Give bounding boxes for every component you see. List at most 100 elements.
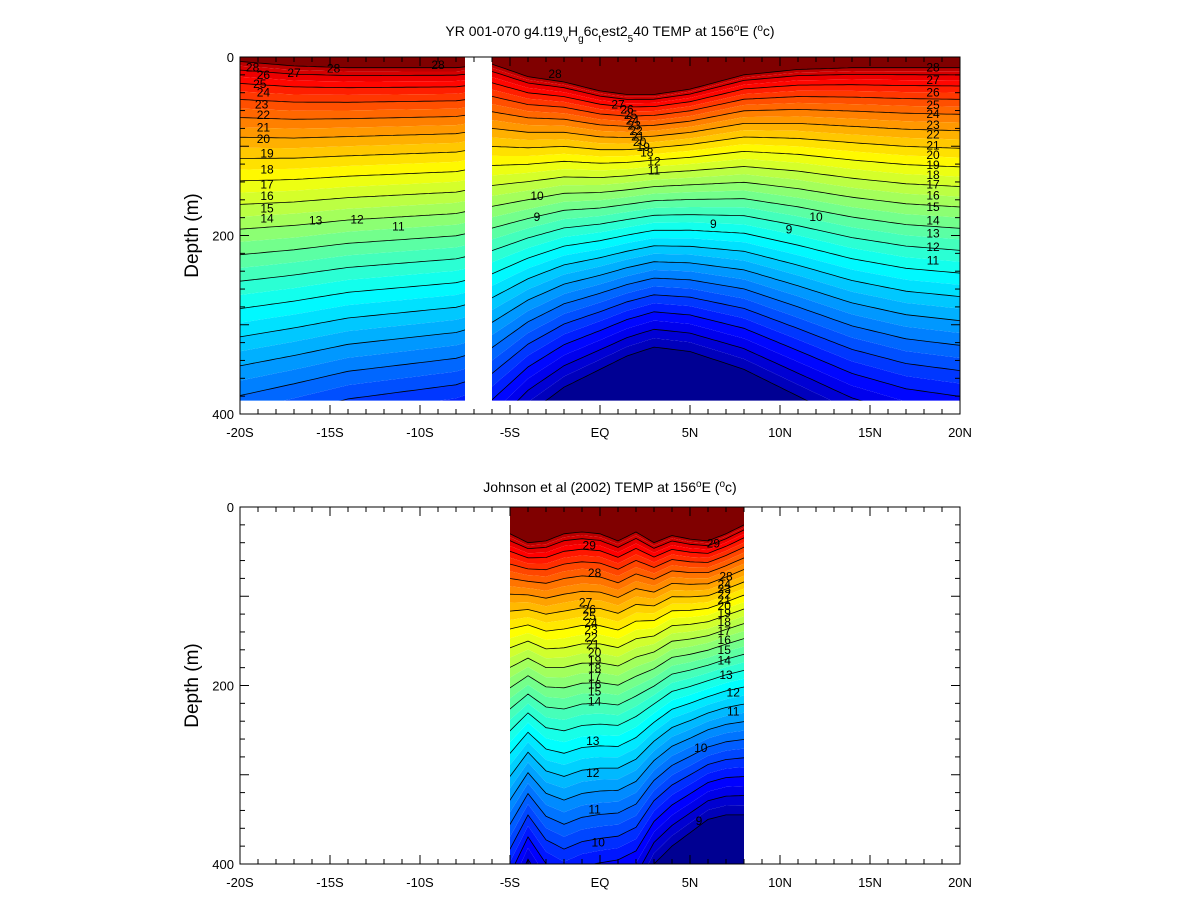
x-tick-label: 5N [682, 875, 699, 890]
isotherm-19 [510, 638, 744, 689]
x-tick-label: -20S [226, 875, 254, 890]
contour-label: 13 [719, 668, 733, 682]
contour-label: 20 [633, 135, 647, 149]
contour-label: 13 [926, 227, 940, 241]
contour-label: 17 [718, 624, 732, 638]
contour-label: 11 [648, 163, 661, 177]
contour-label: 21 [257, 121, 271, 135]
x-tick-label: -20S [226, 425, 254, 440]
contour-label: 18 [588, 662, 602, 676]
isotherm-15 [240, 245, 960, 338]
contour-label: 16 [588, 678, 602, 692]
temp-band [510, 623, 744, 678]
temp-band [240, 89, 960, 117]
temp-band [510, 695, 744, 777]
contour-label: 28 [431, 58, 445, 72]
contour-label: 23 [584, 623, 598, 637]
temp-band [510, 748, 744, 850]
contour-label: 12 [727, 686, 741, 700]
contour-label: 18 [718, 615, 732, 629]
temp-band [510, 609, 744, 659]
temp-band [240, 144, 960, 181]
contour-label: 26 [583, 603, 597, 617]
contour-label: 16 [260, 189, 274, 203]
isotherm-12 [510, 757, 744, 850]
contour-label: 26 [257, 68, 271, 82]
temp-band [510, 537, 744, 564]
contour-label: 15 [588, 685, 602, 699]
y-axis-label: Depth (m) [182, 193, 203, 277]
isotherm-25 [510, 557, 744, 584]
contour-label: 28 [548, 67, 562, 81]
temp-band [240, 76, 960, 107]
temp-band [510, 507, 744, 543]
temp-band [514, 776, 744, 864]
temp-band [240, 109, 960, 132]
contour-label: 24 [257, 86, 271, 100]
isotherm-17 [510, 670, 744, 732]
temp-band [240, 61, 960, 97]
contour-label: 9 [696, 814, 703, 828]
temp-band [240, 222, 960, 309]
temp-band [510, 588, 744, 632]
x-tick-label: 15N [858, 425, 882, 440]
temp-band [520, 786, 744, 864]
contour-label: 24 [626, 113, 640, 127]
temp-band [510, 581, 744, 623]
contour-label: 23 [255, 97, 269, 111]
isotherm-23 [240, 123, 960, 139]
x-tick-label: -5S [500, 875, 521, 890]
temp-band [240, 158, 960, 205]
isotherm-26 [510, 546, 744, 571]
contour-label: 21 [718, 593, 732, 607]
isotherm-22 [510, 594, 744, 632]
contour-label: 28 [926, 61, 940, 75]
contour-label: 28 [246, 61, 260, 75]
title-part: est2 [601, 23, 628, 39]
contour-label: 14 [718, 654, 732, 668]
contour-label: 17 [926, 178, 940, 192]
title-part: o [696, 479, 702, 490]
contour-label: 26 [620, 103, 634, 117]
contour-label: 10 [530, 189, 544, 203]
contour-label: 11 [727, 704, 740, 718]
y-tick-label: 200 [212, 229, 234, 244]
isotherm-26 [240, 82, 960, 108]
y-axis-label: Depth (m) [182, 643, 203, 727]
title-part: E ( [739, 23, 757, 39]
x-tick-label: -10S [406, 875, 434, 890]
contour-label: 10 [809, 210, 823, 224]
contour-label: 22 [629, 124, 643, 138]
y-tick-label: 0 [227, 500, 234, 515]
temp-band [510, 616, 744, 668]
contour-label: 12 [647, 154, 661, 168]
temp-band [510, 552, 744, 584]
contour-label: 21 [926, 138, 940, 152]
temp-band [240, 207, 960, 282]
contour-label: 23 [718, 582, 732, 596]
isotherm-19 [240, 181, 960, 230]
temp-band [240, 230, 960, 323]
contour-label: 29 [583, 538, 597, 552]
contour-label: 13 [309, 213, 323, 227]
temp-band [240, 130, 960, 159]
contour-label: 9 [534, 210, 541, 224]
contour-label: 18 [260, 162, 274, 176]
x-tick-label: 20N [948, 425, 972, 440]
temperature-field [510, 507, 744, 864]
temp-band [510, 646, 744, 709]
temp-band [240, 286, 960, 401]
contour-label: 19 [588, 654, 602, 668]
title-part: Johnson et al (2002) TEMP at 156 [483, 479, 696, 495]
contour-label: 25 [926, 98, 940, 112]
isotherm-12 [240, 294, 960, 401]
contour-label: 12 [926, 240, 940, 254]
temp-band [510, 602, 744, 649]
contour-label: 11 [927, 253, 940, 267]
temp-band [510, 575, 744, 615]
contour-label: 22 [926, 128, 940, 142]
contour-label: 18 [640, 145, 654, 159]
title-part: o [734, 23, 740, 34]
temp-band [240, 116, 960, 139]
